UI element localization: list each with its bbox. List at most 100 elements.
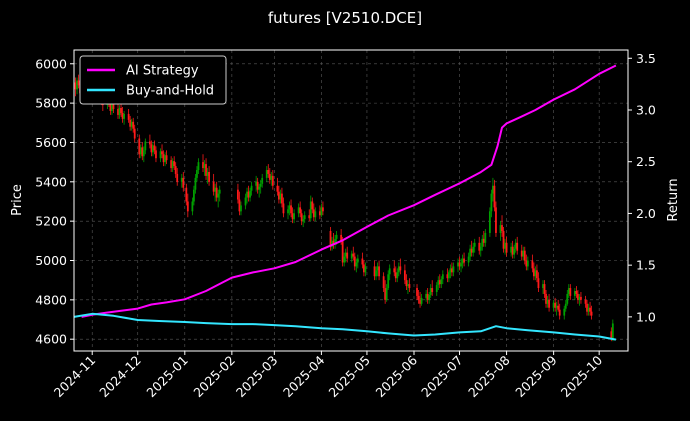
candle bbox=[499, 221, 502, 241]
candle bbox=[141, 142, 144, 161]
candle-body bbox=[425, 293, 428, 298]
candle bbox=[463, 252, 465, 267]
candle bbox=[162, 150, 165, 167]
candle bbox=[191, 197, 194, 216]
candle bbox=[311, 197, 314, 214]
candle bbox=[495, 201, 497, 237]
candle bbox=[514, 238, 517, 253]
candle bbox=[203, 160, 206, 176]
y-axis-right: 1.0 1.5 2.0 2.5 3.0 3.5 bbox=[628, 51, 656, 324]
candle-body bbox=[525, 260, 528, 267]
candle bbox=[493, 179, 496, 212]
candle bbox=[452, 262, 455, 277]
candle bbox=[355, 258, 358, 273]
return-lines bbox=[73, 64, 617, 341]
candle-body bbox=[291, 213, 294, 220]
candle-body bbox=[520, 250, 523, 257]
candle bbox=[276, 177, 279, 196]
candle-body bbox=[155, 150, 157, 159]
candle bbox=[510, 242, 513, 257]
candle bbox=[353, 252, 356, 271]
candle-body bbox=[311, 201, 314, 210]
candle-body bbox=[586, 303, 588, 312]
candle-body bbox=[299, 207, 302, 214]
candle-body bbox=[510, 246, 513, 253]
candle bbox=[577, 290, 579, 304]
candle-body bbox=[320, 207, 323, 216]
candle-body bbox=[334, 238, 336, 245]
candle bbox=[246, 187, 248, 204]
candle bbox=[117, 103, 119, 119]
y-right-tick-label: 2.5 bbox=[636, 154, 656, 169]
candle bbox=[378, 260, 380, 281]
candle-body bbox=[522, 250, 525, 257]
candle bbox=[297, 203, 300, 218]
candle bbox=[484, 229, 487, 247]
candle bbox=[278, 185, 280, 204]
candle-body bbox=[312, 209, 315, 218]
candle bbox=[584, 295, 587, 308]
candle bbox=[467, 252, 470, 267]
candle bbox=[244, 193, 247, 210]
candle-body bbox=[416, 288, 418, 296]
candle bbox=[217, 189, 220, 208]
candle-body bbox=[153, 145, 156, 151]
candle-body bbox=[118, 108, 121, 115]
candle-body bbox=[287, 209, 289, 214]
candle-body bbox=[447, 272, 450, 279]
candle-body bbox=[502, 230, 505, 249]
candle-body bbox=[396, 272, 399, 279]
candle-body bbox=[353, 256, 356, 267]
candle bbox=[196, 166, 198, 182]
candle bbox=[352, 246, 355, 261]
candle bbox=[249, 187, 251, 202]
candle-body bbox=[271, 175, 274, 186]
candle bbox=[171, 158, 174, 172]
y-axis-left-title: Price bbox=[10, 184, 25, 216]
candle bbox=[586, 299, 588, 316]
candle-body bbox=[564, 303, 567, 309]
candle-body bbox=[176, 173, 179, 182]
candle bbox=[552, 299, 555, 312]
candle-body bbox=[589, 307, 591, 312]
candle-body bbox=[611, 323, 614, 340]
candle bbox=[318, 205, 321, 220]
candle-body bbox=[385, 288, 388, 300]
candle bbox=[152, 142, 154, 157]
y-left-tick-label: 5400 bbox=[35, 174, 67, 189]
candle bbox=[435, 282, 438, 296]
candle bbox=[429, 284, 432, 298]
candle bbox=[447, 270, 450, 283]
candle bbox=[558, 303, 561, 320]
candle-body bbox=[142, 150, 145, 157]
candle-body bbox=[532, 268, 535, 277]
candle-body bbox=[247, 191, 250, 198]
candle bbox=[513, 244, 516, 259]
candle bbox=[397, 262, 400, 277]
candle bbox=[534, 266, 537, 281]
candle bbox=[148, 134, 151, 149]
candle-body bbox=[440, 279, 443, 285]
candle bbox=[118, 105, 121, 119]
candle-body bbox=[531, 260, 534, 269]
candle-body bbox=[302, 219, 305, 222]
candle-body bbox=[182, 177, 185, 188]
candle bbox=[460, 258, 462, 273]
plot-frame bbox=[73, 49, 629, 352]
candle-body bbox=[344, 252, 347, 257]
candle bbox=[416, 284, 418, 300]
candle bbox=[542, 280, 544, 294]
candle-body bbox=[133, 128, 136, 139]
candle-body bbox=[516, 242, 519, 251]
candle bbox=[340, 229, 343, 245]
candle bbox=[133, 124, 136, 143]
candle bbox=[334, 234, 336, 249]
candle bbox=[501, 215, 503, 237]
candle-body bbox=[482, 238, 485, 243]
candle-body bbox=[109, 103, 112, 111]
candle-body bbox=[590, 311, 593, 316]
candle bbox=[153, 140, 156, 155]
candle bbox=[268, 168, 271, 184]
candle bbox=[590, 305, 593, 320]
candle bbox=[165, 150, 168, 165]
